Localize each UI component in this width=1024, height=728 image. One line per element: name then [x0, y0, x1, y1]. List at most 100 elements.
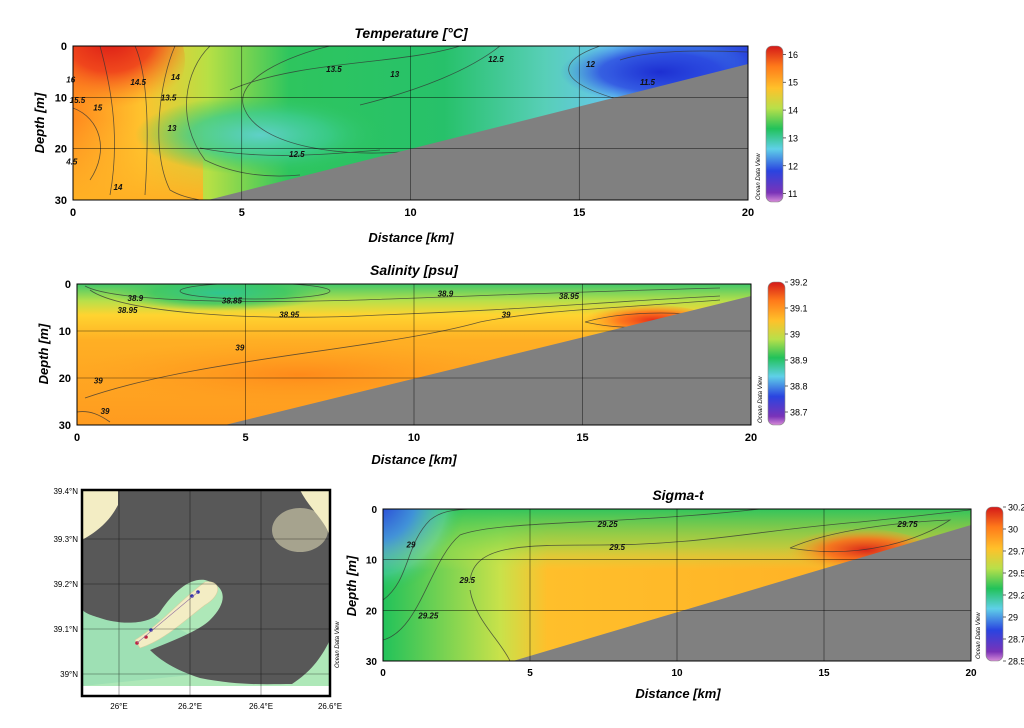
sigma-grid — [383, 509, 971, 661]
odv-watermark: Ocean Data View — [976, 612, 982, 659]
x-tick-label: 0 — [70, 207, 76, 219]
x-tick-label: 20 — [745, 432, 757, 444]
colorbar-tick-label: 11 — [788, 189, 797, 199]
colorbar-tick-label: 39.1 — [790, 304, 808, 314]
odv-watermark: Ocean Data View — [756, 153, 762, 200]
lon-label: 26°E — [110, 702, 127, 711]
y-tick-label: 10 — [59, 326, 71, 338]
contour-label: 38.95 — [279, 311, 300, 320]
contour-label: 29.5 — [608, 543, 625, 552]
colorbar-tick-label: 12 — [788, 161, 798, 171]
sigma-contours — [383, 509, 971, 661]
colorbar-tick-label: 38.7 — [790, 408, 808, 418]
contour-label: 13.5 — [326, 65, 342, 74]
contour-label: 38.95 — [559, 292, 580, 301]
map-latitude-labels: 39.4°N 39.3°N 39.2°N 39.1°N 39°N — [53, 487, 78, 679]
colorbar-tick-label: 29.5 — [1008, 569, 1024, 579]
temperature-xlabel: Distance [km] — [368, 230, 454, 245]
contour-label: 14 — [114, 183, 123, 192]
contour-label: 12.5 — [488, 55, 504, 64]
colorbar-tick-label: 38.9 — [790, 356, 808, 366]
colorbar-tick-label: 39 — [790, 330, 800, 340]
contour-label: 29.25 — [597, 520, 619, 529]
lat-label: 39.4°N — [53, 487, 78, 496]
colorbar-tick-label: 13 — [788, 133, 798, 143]
colorbar-tick-label: 29.2 — [1008, 591, 1024, 601]
x-tick-label: 5 — [242, 432, 248, 444]
lon-label: 26.4°E — [249, 702, 273, 711]
colorbar-ramp — [985, 506, 1004, 662]
contour-label: 39 — [235, 343, 244, 352]
temperature-grid — [73, 46, 748, 200]
contour-label: 15 — [93, 104, 102, 113]
colorbar-ramp — [767, 281, 786, 426]
contour-label: 29 — [406, 540, 416, 549]
contour-label: 13 — [168, 124, 177, 133]
lon-label: 26.2°E — [178, 702, 202, 711]
colorbar-tick-label: 28.7 — [1008, 635, 1024, 645]
x-tick-label: 0 — [380, 668, 386, 679]
sigma-ylabel: Depth [m] — [344, 555, 359, 616]
contour-label: 39 — [101, 407, 110, 416]
colorbar-tick-label: 15 — [788, 78, 798, 88]
x-tick-label: 0 — [74, 432, 80, 444]
contour-label: 13 — [390, 70, 399, 79]
sigma-colorbar: 28.5 28.7 29 29.2 29.5 29.7 30 30.2 Ocean Data V… — [976, 503, 1024, 667]
temperature-contours — [73, 46, 748, 200]
salinity-seafloor — [225, 296, 751, 425]
x-tick-label: 5 — [527, 668, 533, 679]
contour-label: 12 — [586, 60, 595, 69]
colorbar-tick-label: 30.2 — [1008, 503, 1024, 513]
lat-label: 39.1°N — [53, 625, 78, 634]
salinity-colorbar: 38.7 38.8 38.9 39 39.1 39.2 Ocean Data View — [758, 278, 808, 426]
map-watermark: Ocean Data View — [335, 621, 341, 668]
contour-label: 14 — [171, 73, 180, 82]
colorbar-tick-label: 16 — [788, 50, 798, 60]
contour-label: 16 — [66, 75, 75, 84]
y-tick-label: 10 — [55, 92, 67, 104]
contour-label: 12.5 — [289, 150, 305, 159]
x-tick-label: 15 — [573, 207, 585, 219]
contour-label: 39 — [94, 376, 103, 385]
contour-label: 13.5 — [161, 93, 177, 102]
y-tick-label: 30 — [366, 657, 378, 668]
sigma-seafloor — [513, 525, 971, 661]
temperature-ylabel: Depth [m] — [32, 92, 47, 153]
y-tick-label: 20 — [55, 144, 67, 156]
y-tick-label: 10 — [366, 556, 378, 567]
map-longitude-labels: 26°E 26.2°E 26.4°E 26.6°E — [110, 702, 342, 711]
x-tick-label: 10 — [408, 432, 420, 444]
sigma-panel: Sigma-t 29 29.25 29.5 29.75 29.5 29.25 0 5 10 15… — [344, 487, 1024, 701]
y-tick-label: 30 — [59, 420, 71, 432]
salinity-title: Salinity [psu] — [370, 262, 459, 278]
y-tick-label: 20 — [366, 606, 378, 617]
salinity-axis-ticks: 0 5 10 15 20 0 10 20 30 — [59, 279, 757, 444]
contour-label: 29.5 — [458, 576, 475, 585]
temperature-title: Temperature [°C] — [354, 25, 469, 41]
temperature-seafloor — [208, 64, 748, 200]
temperature-contour-labels: 16 15.5 15 14.5 14 13.5 13 13.5 13 12.5 12 11.5 12.5… — [65, 55, 655, 192]
colorbar-tick-label: 29.7 — [1008, 547, 1024, 557]
location-map: 39.4°N 39.3°N 39.2°N 39.1°N 39°N 26°E 26… — [53, 487, 342, 711]
x-tick-label: 10 — [671, 668, 683, 679]
sigma-title: Sigma-t — [652, 487, 705, 503]
colorbar-ramp — [765, 45, 784, 203]
salinity-contour-labels: 38.9 38.85 38.95 38.95 38.9 38.95 39 39 39 39 — [94, 289, 580, 416]
contour-label: 38.9 — [128, 294, 144, 303]
odv-watermark: Ocean Data View — [758, 376, 764, 423]
salinity-contours — [77, 284, 721, 423]
contour-label: 39 — [502, 311, 511, 320]
salinity-grid — [77, 284, 751, 425]
map-frame — [80, 488, 332, 698]
contour-label: 14.5 — [130, 78, 146, 87]
colorbar-tick-label: 39.2 — [790, 278, 808, 288]
y-tick-label: 0 — [371, 505, 377, 516]
colorbar-tick-label: 38.8 — [790, 382, 808, 392]
temperature-axis-ticks: 0 5 10 15 20 0 10 20 30 — [55, 41, 754, 219]
sigma-contour-labels: 29 29.25 29.5 29.75 29.5 29.25 — [406, 520, 919, 620]
lon-label: 26.6°E — [318, 702, 342, 711]
contour-label: 38.9 — [438, 289, 454, 298]
y-tick-label: 20 — [59, 373, 71, 385]
colorbar-tick-label: 30 — [1008, 525, 1018, 535]
y-tick-label: 0 — [61, 41, 67, 53]
